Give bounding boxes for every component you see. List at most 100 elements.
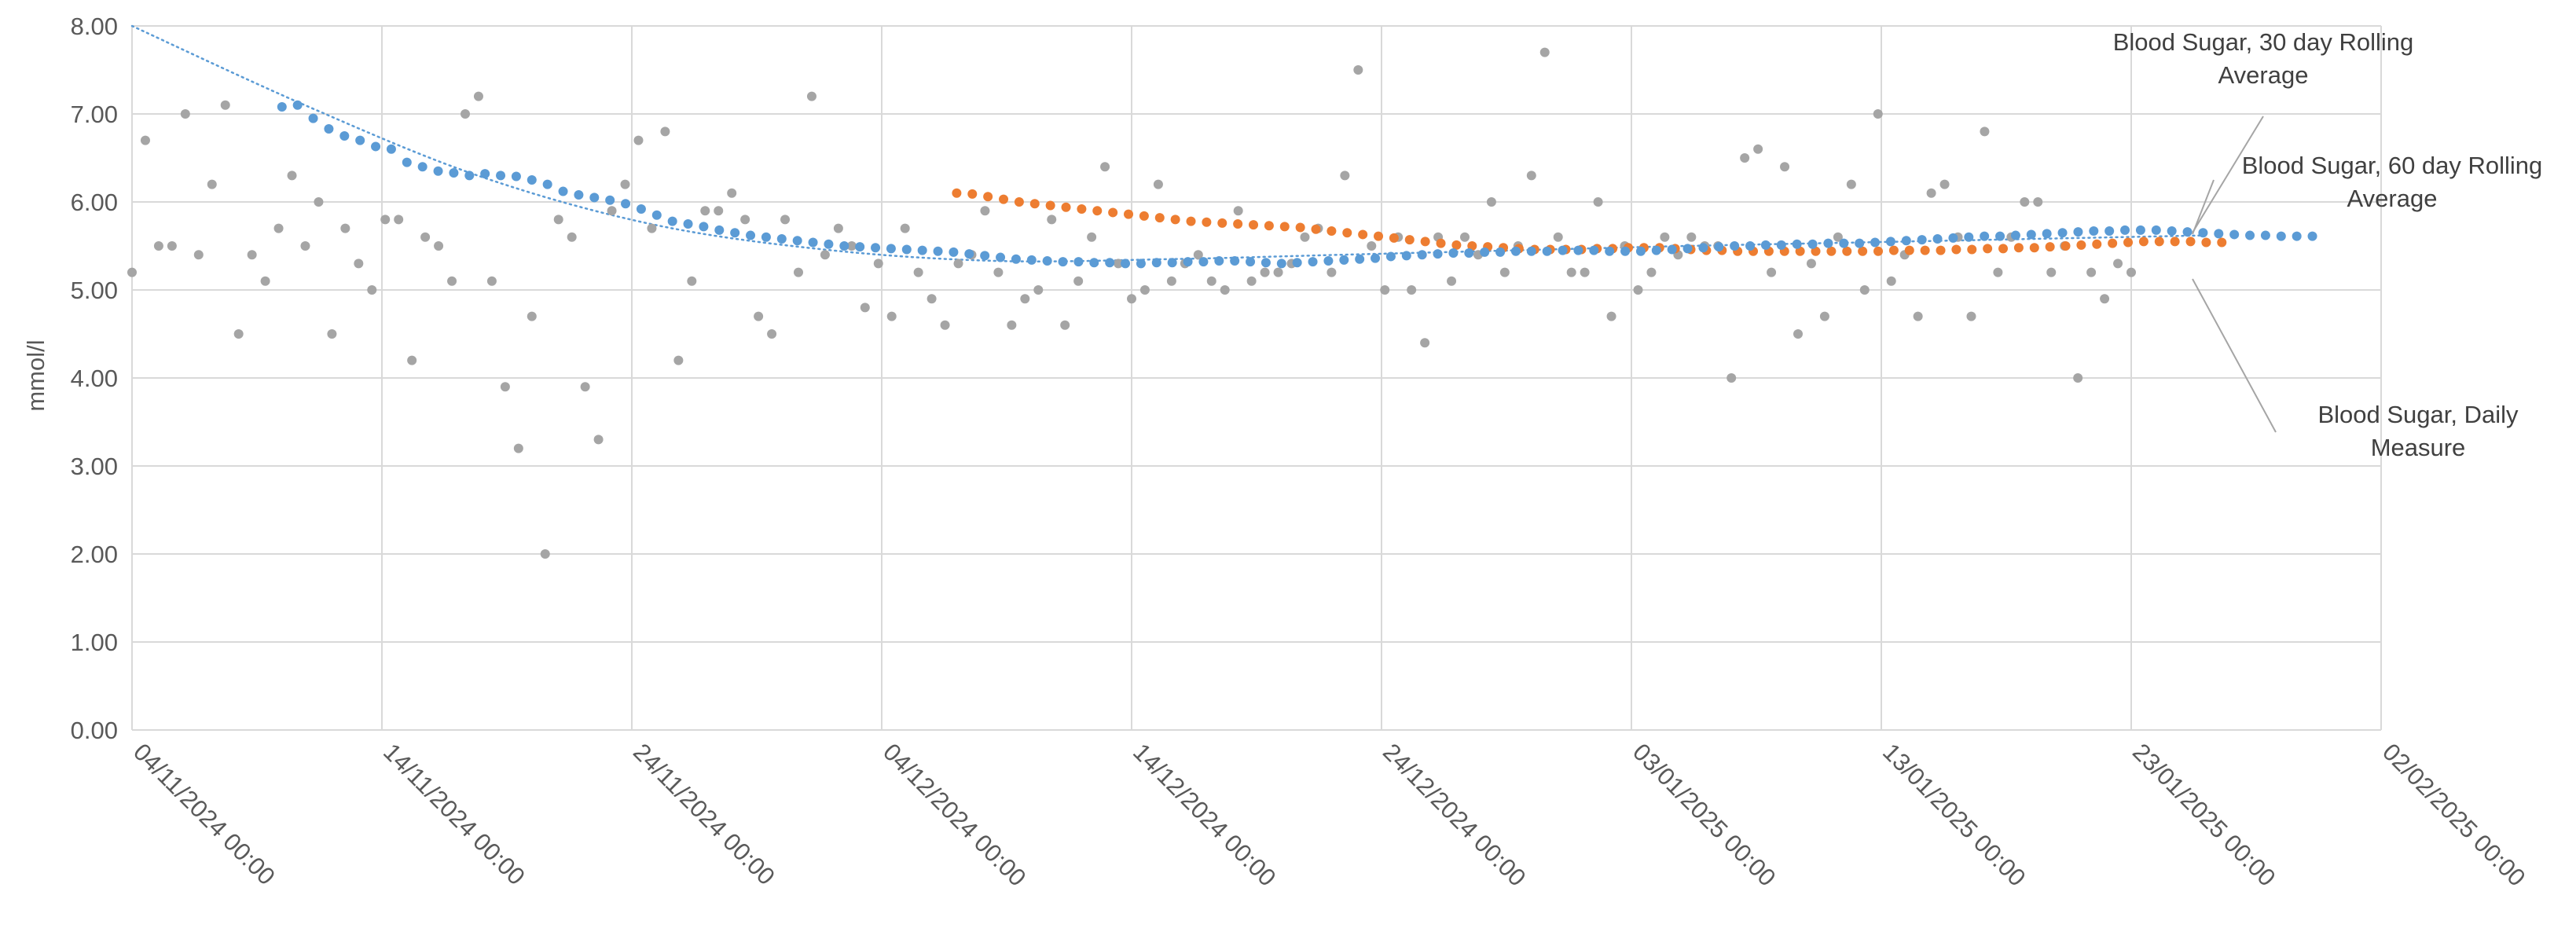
daily-measure-point — [754, 311, 764, 321]
daily-measure-point — [354, 259, 364, 269]
daily-measure-point — [1780, 162, 1790, 172]
rolling-60-day-point — [1358, 229, 1368, 240]
rolling-60-day-point — [1249, 220, 1259, 230]
daily-measure-point — [2073, 373, 2083, 383]
rolling-30-day-point — [1371, 253, 1381, 263]
daily-measure-point — [193, 250, 204, 260]
callout-label: Blood Sugar, Daily — [2317, 401, 2519, 428]
rolling-60-day-point — [1092, 206, 1103, 216]
daily-measure-point — [407, 355, 417, 365]
rolling-30-day-point — [1011, 254, 1021, 264]
daily-measure-point — [1593, 197, 1603, 207]
rolling-60-day-point — [2108, 238, 2118, 248]
daily-measure-point — [461, 109, 470, 119]
daily-measure-point — [1980, 127, 1990, 137]
daily-measure-point — [1539, 47, 1550, 57]
daily-measure-point — [1566, 267, 1576, 277]
rolling-60-day-point — [1327, 226, 1337, 236]
rolling-30-day-point — [2104, 226, 2115, 236]
rolling-30-day-point — [1417, 250, 1427, 260]
rolling-30-day-point — [776, 234, 787, 244]
daily-measure-point — [1060, 320, 1070, 330]
rolling-30-day-point — [339, 131, 350, 141]
y-tick-label: 7.00 — [71, 101, 118, 128]
rolling-60-day-point — [1920, 245, 1930, 255]
rolling-30-day-point — [433, 166, 443, 176]
daily-measure-point — [1966, 311, 1976, 321]
daily-measure-point — [740, 215, 750, 225]
daily-measure-point — [300, 241, 310, 251]
daily-measure-point — [1686, 232, 1697, 242]
daily-measure-point — [1233, 206, 1243, 216]
rolling-30-day-point — [1917, 235, 1927, 245]
rolling-30-day-point — [277, 102, 287, 112]
rolling-30-day-point — [449, 168, 459, 178]
rolling-30-day-point — [2198, 228, 2208, 238]
daily-measure-point — [273, 223, 284, 233]
rolling-30-day-point — [1823, 238, 1833, 248]
rolling-30-day-point — [1792, 239, 1802, 249]
daily-measure-point — [2086, 267, 2097, 277]
daily-measure-point — [1206, 276, 1216, 286]
daily-measure-point — [1153, 179, 1163, 189]
rolling-30-day-point — [2245, 230, 2255, 240]
rolling-30-day-point — [324, 124, 334, 134]
rolling-60-day-point — [1858, 246, 1868, 256]
rolling-30-day-point — [996, 252, 1006, 262]
data-points — [127, 47, 2317, 559]
rolling-30-day-point — [511, 171, 521, 182]
rolling-30-day-point — [2026, 229, 2036, 240]
rolling-60-day-point — [1967, 244, 1977, 255]
rolling-60-day-point — [1014, 197, 1024, 207]
rolling-30-day-point — [1807, 239, 1818, 249]
daily-measure-point — [527, 311, 537, 321]
rolling-30-day-point — [2151, 225, 2161, 235]
rolling-30-day-point — [1698, 243, 1708, 253]
rolling-30-day-point — [886, 244, 896, 254]
daily-measure-point — [2033, 197, 2043, 207]
daily-measure-point — [553, 215, 563, 225]
daily-measure-point — [780, 215, 791, 225]
rolling-30-day-point — [496, 171, 506, 181]
rolling-30-day-point — [2057, 228, 2068, 238]
daily-measure-point — [260, 276, 270, 286]
daily-measure-point — [1327, 267, 1337, 277]
rolling-30-day-point — [1230, 256, 1240, 266]
daily-measure-point — [860, 303, 870, 313]
rolling-30-day-point — [2260, 230, 2270, 240]
rolling-30-day-point — [2214, 229, 2224, 239]
daily-measure-point — [1420, 338, 1430, 348]
daily-measure-point — [1753, 144, 1763, 154]
daily-measure-point — [1859, 285, 1870, 295]
daily-measure-point — [1499, 267, 1510, 277]
y-tick-label: 3.00 — [71, 453, 118, 480]
rolling-60-day-point — [2217, 237, 2227, 248]
daily-measure-point — [1526, 171, 1536, 181]
rolling-60-day-point — [1154, 213, 1165, 223]
rolling-60-day-point — [2185, 237, 2196, 247]
daily-measure-point — [1193, 250, 1203, 260]
rolling-30-day-point — [1292, 258, 1302, 268]
rolling-30-day-point — [792, 236, 802, 246]
rolling-30-day-point — [2182, 227, 2193, 237]
y-tick-label: 4.00 — [71, 365, 118, 392]
rolling-30-day-point — [589, 193, 600, 203]
callout-leader-line — [2192, 278, 2277, 433]
rolling-30-day-point — [651, 210, 662, 220]
rolling-30-day-point — [1682, 244, 1693, 254]
rolling-30-day-point — [417, 162, 427, 172]
y-tick-label: 2.00 — [71, 541, 118, 568]
daily-measure-point — [620, 179, 630, 189]
rolling-60-day-point — [1061, 202, 1071, 212]
daily-measure-point — [833, 223, 843, 233]
daily-measure-point — [886, 311, 897, 321]
daily-measure-point — [140, 135, 150, 145]
x-tick-label: 14/11/2024 00:00 — [378, 738, 530, 890]
rolling-30-day-point — [761, 232, 771, 242]
rolling-30-day-point — [1667, 244, 1677, 255]
rolling-30-day-point — [1901, 236, 1911, 246]
daily-measure-point — [1020, 294, 1030, 304]
daily-measure-point — [1660, 232, 1670, 242]
daily-measure-point — [314, 197, 324, 207]
callout-leader-line — [2192, 116, 2264, 233]
